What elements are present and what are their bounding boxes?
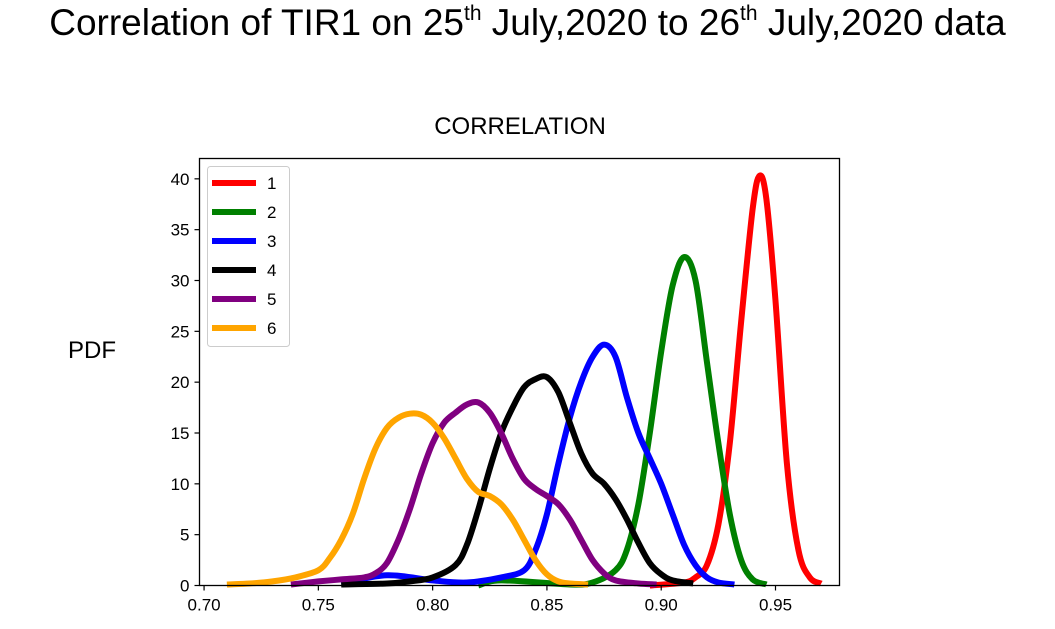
y-tick-label: 5 xyxy=(180,526,189,545)
legend: 1 2 3 4 5 6 xyxy=(207,166,290,347)
y-tick-label: 35 xyxy=(171,221,190,240)
plot-frame xyxy=(198,157,841,587)
legend-label-6: 6 xyxy=(267,319,276,338)
series-line-4 xyxy=(341,373,694,588)
x-tick-label: 0.75 xyxy=(302,596,335,615)
y-tick-label: 25 xyxy=(171,322,190,341)
y-axis-label: PDF xyxy=(68,337,116,364)
y-tick-label: 40 xyxy=(171,170,190,189)
legend-label-4: 4 xyxy=(267,261,276,280)
legend-box xyxy=(207,166,290,347)
series-line-2 xyxy=(477,254,768,589)
figure-title: Correlation of TIR1 on 25th July,2020 to… xyxy=(49,2,1006,43)
legend-label-5: 5 xyxy=(267,290,276,309)
series-layer xyxy=(226,172,823,589)
x-tick-label: 0.85 xyxy=(530,596,563,615)
legend-label-2: 2 xyxy=(267,203,276,222)
y-tick-label: 20 xyxy=(171,373,190,392)
y-tick-label: 0 xyxy=(180,577,189,596)
legend-label-3: 3 xyxy=(267,232,276,251)
x-tick-label: 0.90 xyxy=(645,596,678,615)
x-tick-label: 0.95 xyxy=(759,596,792,615)
y-tick-label: 15 xyxy=(171,424,190,443)
legend-label-1: 1 xyxy=(267,174,276,193)
x-tick-label: 0.80 xyxy=(416,596,449,615)
plot-title: CORRELATION xyxy=(434,113,606,140)
series-line-5 xyxy=(290,398,657,588)
y-tick-label: 30 xyxy=(171,272,190,291)
series-line-6 xyxy=(226,410,589,588)
y-tick-label: 10 xyxy=(171,475,190,494)
series-line-3 xyxy=(340,341,735,588)
x-tick-label: 0.70 xyxy=(188,596,221,615)
